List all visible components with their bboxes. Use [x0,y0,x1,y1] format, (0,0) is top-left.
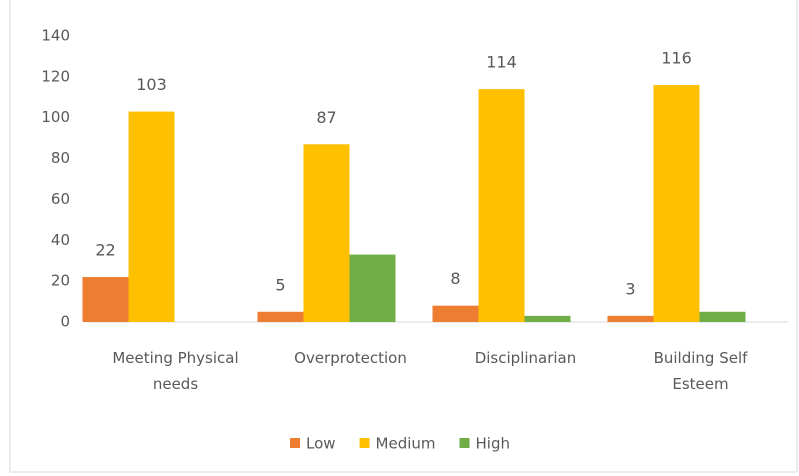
data-label: 8 [450,269,460,288]
y-tick-label: 100 [41,108,70,126]
bar [257,311,304,322]
legend-swatch [359,438,370,448]
x-tick-label: Building Self Esteem [654,349,749,393]
legend-label: Medium [376,435,436,453]
y-tick-label: 60 [51,190,70,208]
bar [432,305,479,322]
data-label: 116 [661,49,692,68]
legend-swatch [290,438,300,448]
data-label: 103 [136,75,167,94]
data-label: 3 [625,279,635,298]
y-tick-label: 40 [51,231,70,249]
y-tick-label: 80 [51,149,70,167]
x-tick-label: Meeting Physical needs [112,349,238,393]
bar [699,311,746,322]
data-label: 22 [95,241,115,260]
data-label: 87 [316,108,336,127]
bar [653,85,700,323]
x-tick-label: Overprotection [294,349,407,367]
legend-swatch [459,438,470,448]
y-tick-label: 20 [51,272,70,290]
bar [82,277,129,322]
bar [478,89,525,322]
bar [524,315,571,322]
y-tick-label: 140 [41,27,70,45]
data-label: 114 [486,53,517,72]
bar [349,254,396,322]
bar [607,315,654,322]
y-tick-label: 0 [60,313,70,331]
legend-label: Low [306,435,336,453]
bar [303,144,350,322]
bar [128,111,175,322]
legend-label: High [476,435,510,453]
data-label: 5 [275,275,285,294]
x-tick-label: Disciplinarian [475,349,577,367]
y-tick-label: 120 [41,67,70,85]
